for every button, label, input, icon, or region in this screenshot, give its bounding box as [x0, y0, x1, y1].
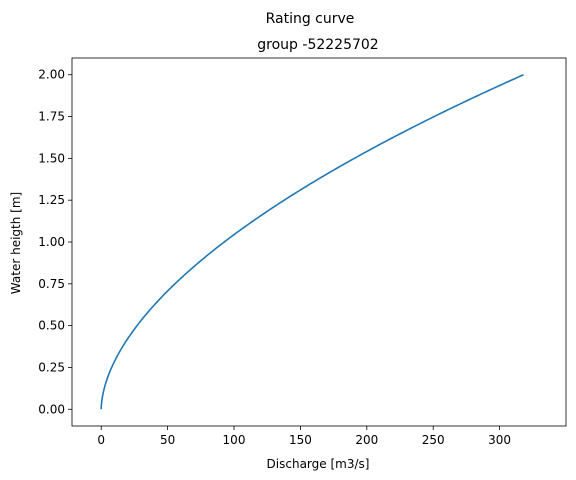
- x-tick-label: 250: [422, 433, 445, 447]
- y-tick-label: 0.00: [38, 402, 65, 416]
- y-tick-label: 0.75: [38, 277, 65, 291]
- y-tick-label: 0.50: [38, 319, 65, 333]
- y-tick-label: 1.50: [38, 151, 65, 165]
- chart-suptitle: Rating curve: [266, 11, 355, 27]
- x-tick-label: 100: [223, 433, 246, 447]
- x-tick-label: 50: [160, 433, 175, 447]
- y-axis-label: Water heigth [m]: [9, 192, 23, 294]
- plot-area: 0 50 100 150 200 250 300 0.00 0.25 0.50 0.75 1.00 1.…: [38, 57, 567, 447]
- y-tick-label: 1.25: [38, 193, 65, 207]
- x-tick-label: 0: [97, 433, 105, 447]
- x-tick-label: 200: [355, 433, 378, 447]
- y-tick-label: 1.00: [38, 235, 65, 249]
- x-tick-label: 300: [488, 433, 511, 447]
- x-tick-label: 150: [289, 433, 312, 447]
- series-line: [100, 73, 524, 410]
- y-tick-label: 2.00: [38, 68, 65, 82]
- x-axis-label: Discharge [m3/s]: [267, 457, 370, 471]
- y-tick-label: 1.75: [38, 110, 65, 124]
- chart-title: group -52225702: [257, 37, 378, 53]
- y-tick-label: 0.25: [38, 360, 65, 374]
